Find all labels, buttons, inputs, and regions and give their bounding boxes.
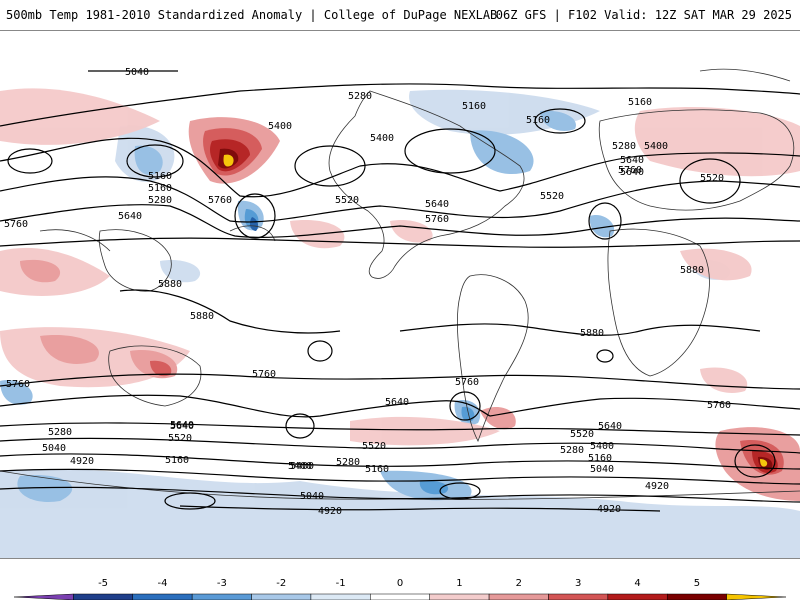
contour-label: 5040 bbox=[300, 491, 324, 502]
contour-label: 5760 bbox=[252, 369, 276, 380]
contour-label: 5520 bbox=[168, 433, 192, 444]
colorbar-bin bbox=[310, 593, 371, 601]
colorbar-tick-label: 3 bbox=[575, 578, 581, 589]
contour-label: 5760 bbox=[618, 165, 642, 176]
contour-label: 5760 bbox=[707, 400, 731, 411]
contour-label: 5640 bbox=[170, 421, 194, 432]
contour-label: 5040 bbox=[125, 67, 149, 78]
contour-label: 5640 bbox=[385, 397, 409, 408]
colorbar-canvas: -5 -4 -3 -2 -1 0 1 2 3 4 5 bbox=[13, 578, 787, 601]
colorbar-tick-label: 0 bbox=[397, 578, 403, 589]
contour-label: 5760 bbox=[455, 377, 479, 388]
contour-label: 5400 bbox=[370, 133, 394, 144]
contour-label: 5160 bbox=[365, 464, 389, 475]
colorbar-bin bbox=[251, 593, 312, 601]
contour-label: 5520 bbox=[540, 191, 564, 202]
colorbar-tick-label: 4 bbox=[634, 578, 640, 589]
contour-label: 5520 bbox=[362, 441, 386, 452]
contour-label: 4920 bbox=[597, 504, 621, 515]
colorbar-bin bbox=[666, 593, 727, 601]
colorbar-tick-label: -5 bbox=[98, 578, 108, 589]
colorbar-bin bbox=[429, 593, 490, 601]
contour-label: 5400 bbox=[268, 121, 292, 132]
colorbar: -5 -4 -3 -2 -1 0 1 2 3 4 5 bbox=[0, 560, 800, 601]
colorbar-tick-label: 2 bbox=[516, 578, 522, 589]
map-panel[interactable]: 5040 5280 5160 5160 5160 5400 5400 5160 … bbox=[0, 30, 800, 559]
contour-label: 5280 bbox=[336, 457, 360, 468]
contour-label: 4920 bbox=[70, 456, 94, 467]
contour-label: 4920 bbox=[645, 481, 669, 492]
contour-label: 5280 bbox=[348, 91, 372, 102]
colorbar-bin bbox=[488, 593, 549, 601]
contour-label: 5280 bbox=[148, 195, 172, 206]
colorbar-bin bbox=[13, 593, 74, 601]
colorbar-bins bbox=[13, 593, 787, 601]
colorbar-tick-label: -2 bbox=[276, 578, 286, 589]
contour-label: 5640 bbox=[118, 211, 142, 222]
contour-label: 5880 bbox=[190, 311, 214, 322]
colorbar-tick-label: 1 bbox=[456, 578, 462, 589]
contour-label: 5880 bbox=[158, 279, 182, 290]
contour-label: 5640 bbox=[598, 421, 622, 432]
height-contours bbox=[0, 70, 800, 512]
contour-label: 5160 bbox=[165, 455, 189, 466]
contour-label: 5400 bbox=[590, 441, 614, 452]
contour-label: 5160 bbox=[526, 115, 550, 126]
contour-label: 5280 bbox=[560, 445, 584, 456]
contour-label: 5040 bbox=[590, 464, 614, 475]
colorbar-tick-label: -4 bbox=[157, 578, 167, 589]
colorbar-tick-label: 5 bbox=[694, 578, 700, 589]
contour-label: 5640 bbox=[620, 155, 644, 166]
map-title: 500mb Temp 1981-2010 Standardized Anomal… bbox=[6, 8, 498, 22]
contour-label: 5520 bbox=[700, 173, 724, 184]
contour-label: 5760 bbox=[6, 379, 30, 390]
contour-label: 5520 bbox=[335, 195, 359, 206]
contour-label: 5880 bbox=[680, 265, 704, 276]
run-info: 06Z GFS | F102 Valid: 12Z SAT MAR 29 202… bbox=[495, 8, 792, 22]
map-canvas[interactable]: 5040 5280 5160 5160 5160 5400 5400 5160 … bbox=[0, 31, 800, 558]
contour-label: 5760 bbox=[4, 219, 28, 230]
colorbar-ticks: -5 -4 -3 -2 -1 0 1 2 3 4 5 bbox=[98, 578, 700, 589]
contour-label: 5760 bbox=[208, 195, 232, 206]
colorbar-bin bbox=[132, 593, 193, 601]
contour-label: 5160 bbox=[628, 97, 652, 108]
contour-label: 5520 bbox=[570, 429, 594, 440]
contour-label: 5280 bbox=[48, 427, 72, 438]
colorbar-bin bbox=[726, 593, 787, 601]
contour-label: 5160 bbox=[588, 453, 612, 464]
contour-label: 5640 bbox=[170, 420, 194, 431]
colorbar-bin bbox=[607, 593, 668, 601]
colorbar-tick-label: -3 bbox=[217, 578, 227, 589]
contour-label: 5160 bbox=[148, 183, 172, 194]
contour-label: 4920 bbox=[318, 506, 342, 517]
contour-labels: 5040 5280 5160 5160 5160 5400 5400 5160 … bbox=[4, 67, 731, 517]
contour-label: 5640 bbox=[425, 199, 449, 210]
contour-label: 5160 bbox=[148, 171, 172, 182]
contour-label: 5040 bbox=[42, 443, 66, 454]
contour-label: 5400 bbox=[644, 141, 668, 152]
contour-label: 5760 bbox=[425, 214, 449, 225]
colorbar-tick-label: -1 bbox=[336, 578, 346, 589]
colorbar-bin bbox=[73, 593, 134, 601]
colorbar-bin bbox=[548, 593, 609, 601]
contour-label: 5160 bbox=[462, 101, 486, 112]
header: 500mb Temp 1981-2010 Standardized Anomal… bbox=[0, 0, 800, 30]
contour-label: 5280 bbox=[612, 141, 636, 152]
contour-label: 5400 bbox=[290, 461, 314, 472]
contour-label: 5640 bbox=[620, 167, 644, 178]
colorbar-bin bbox=[191, 593, 252, 601]
contour-label: 5400 bbox=[288, 461, 312, 472]
colorbar-bin bbox=[370, 593, 430, 601]
contour-label: 5880 bbox=[580, 328, 604, 339]
